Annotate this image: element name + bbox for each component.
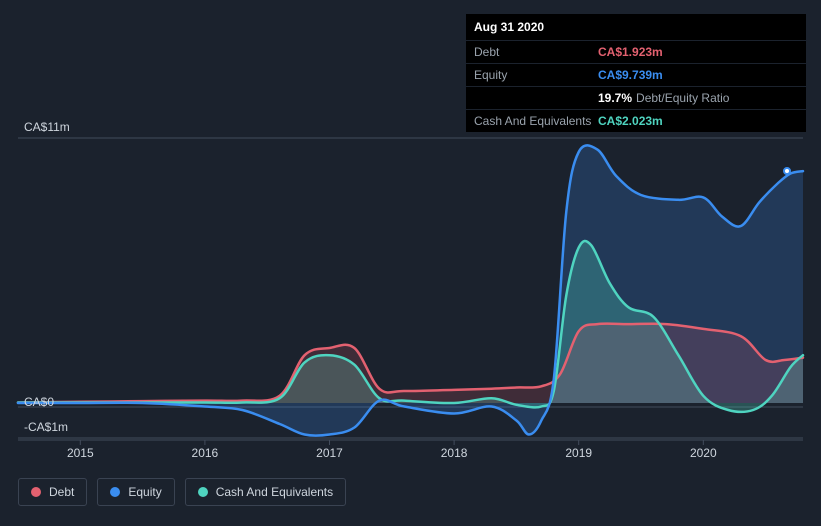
- tooltip-label: Cash And Equivalents: [474, 114, 598, 128]
- legend-item-debt[interactable]: Debt: [18, 478, 87, 506]
- tooltip-row-debt: Debt CA$1.923m: [466, 41, 806, 64]
- legend-label: Equity: [128, 485, 161, 499]
- tooltip-ratio-num: 19.7%: [598, 91, 632, 105]
- tooltip-row-cash: Cash And Equivalents CA$2.023m: [466, 110, 806, 132]
- tooltip-value: CA$1.923m: [598, 45, 663, 59]
- chart-legend: Debt Equity Cash And Equivalents: [18, 478, 346, 506]
- y-axis-label-top: CA$11m: [24, 120, 70, 134]
- tooltip-row-equity: Equity CA$9.739m: [466, 64, 806, 87]
- x-axis-label: 2019: [565, 446, 592, 460]
- tooltip-value: CA$9.739m: [598, 68, 663, 82]
- hover-tooltip: Aug 31 2020 Debt CA$1.923m Equity CA$9.7…: [466, 14, 806, 132]
- legend-swatch: [31, 487, 41, 497]
- tooltip-row-ratio: 19.7% Debt/Equity Ratio: [466, 87, 806, 110]
- hover-marker: [783, 167, 791, 175]
- legend-label: Cash And Equivalents: [216, 485, 333, 499]
- legend-item-equity[interactable]: Equity: [97, 478, 174, 506]
- legend-item-cash[interactable]: Cash And Equivalents: [185, 478, 346, 506]
- tooltip-label: Equity: [474, 68, 598, 82]
- x-axis-label: 2016: [192, 446, 219, 460]
- legend-label: Debt: [49, 485, 74, 499]
- tooltip-ratio-txt: Debt/Equity Ratio: [636, 91, 729, 105]
- tooltip-date: Aug 31 2020: [466, 14, 806, 41]
- tooltip-value: CA$2.023m: [598, 114, 663, 128]
- x-axis-label: 2017: [316, 446, 343, 460]
- tooltip-label: [474, 91, 598, 105]
- y-axis-label-zero: CA$0: [24, 395, 54, 409]
- legend-swatch: [110, 487, 120, 497]
- x-axis-label: 2020: [690, 446, 717, 460]
- legend-swatch: [198, 487, 208, 497]
- y-axis-label-neg: -CA$1m: [24, 420, 68, 434]
- tooltip-label: Debt: [474, 45, 598, 59]
- x-axis-label: 2015: [67, 446, 94, 460]
- x-axis-label: 2018: [441, 446, 468, 460]
